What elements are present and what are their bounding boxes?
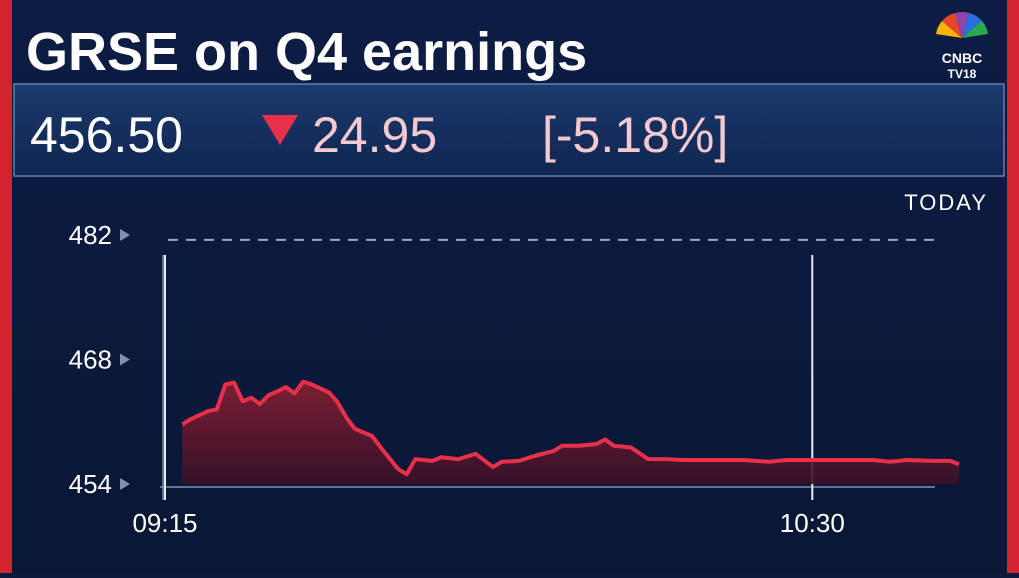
side-bar	[0, 0, 12, 573]
side-bar	[1007, 0, 1019, 573]
x-tick-label: 10:30	[780, 508, 845, 538]
period: TODAY	[904, 190, 988, 215]
change-percent: [-5.18%]	[542, 107, 728, 163]
y-tick-mark	[120, 229, 130, 241]
area-fill	[182, 381, 959, 484]
y-tick-label: 454	[69, 469, 112, 499]
y-tick-mark	[120, 478, 130, 490]
x-tick-label: 09:15	[132, 508, 197, 538]
title: GRSE on Q4 earnings	[26, 22, 587, 82]
logo-text: TV18	[948, 67, 977, 81]
logo-text: CNBC	[942, 50, 982, 66]
y-tick-mark	[120, 353, 130, 366]
change: 24.95	[312, 107, 437, 163]
down-arrow	[262, 115, 298, 145]
price: 456.50	[30, 107, 183, 163]
y-tick-label: 468	[69, 345, 112, 375]
quote-bar	[13, 83, 1005, 177]
y-tick-label: 482	[69, 220, 112, 250]
logo: CNBC TV18	[936, 12, 988, 81]
price-line	[181, 379, 960, 477]
